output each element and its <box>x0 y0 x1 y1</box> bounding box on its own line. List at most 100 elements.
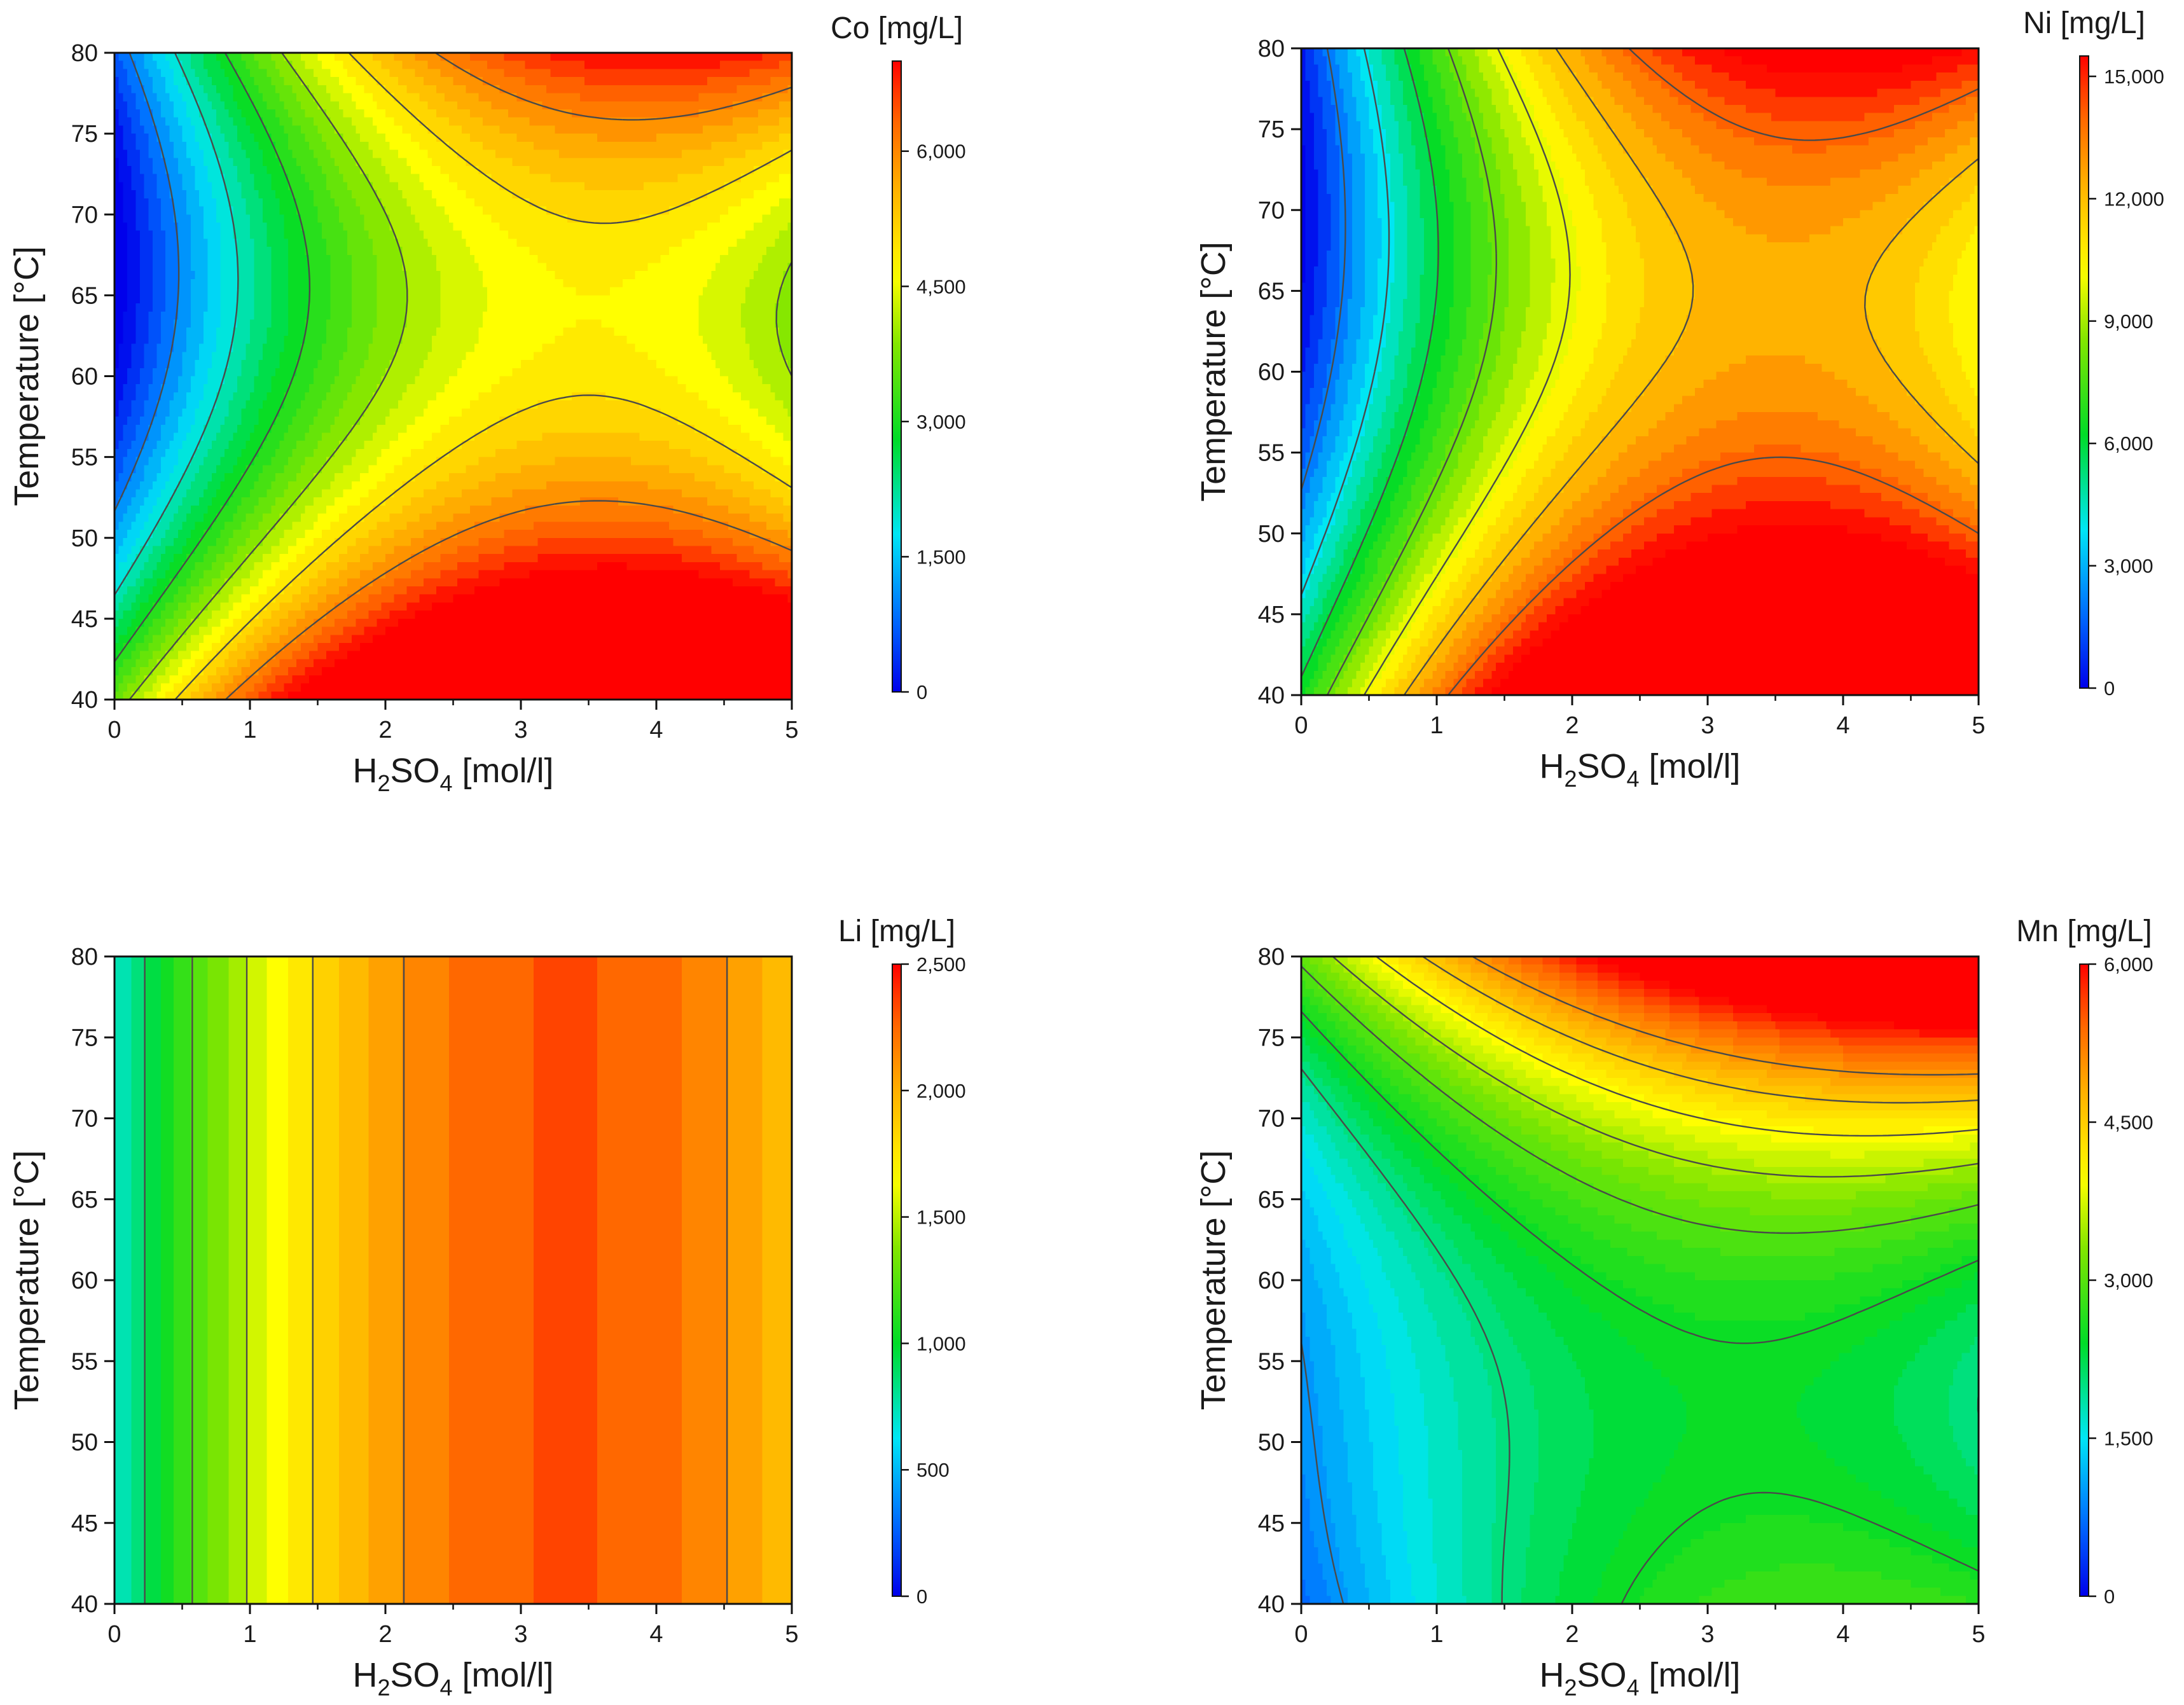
x-tick-label: 3 <box>1701 1621 1714 1648</box>
y-tick-label: 50 <box>71 525 98 552</box>
x-tick-label: 1 <box>243 717 256 743</box>
colorbar-tick-label: 3,000 <box>916 411 966 433</box>
x-tick-label: 0 <box>1294 712 1308 739</box>
contour-line-1000 <box>114 53 180 512</box>
contour-line-10000 <box>1363 48 1571 695</box>
x-axis-label: H2SO4 [mol/l] <box>1539 1656 1740 1701</box>
y-tick-label: 55 <box>71 445 98 471</box>
colorbar-tick-label: 2,000 <box>916 1080 966 1102</box>
contour-lines <box>144 956 728 1604</box>
y-tick-label: 75 <box>71 1025 98 1051</box>
colorbar-scale <box>892 60 902 693</box>
colorbar-tick-label: 4,500 <box>2104 1112 2153 1134</box>
contour-line-2500 <box>1301 1011 1979 1604</box>
y-axis-label: Temperature [°C] <box>1194 1150 1233 1411</box>
x-tick-label: 0 <box>107 717 121 743</box>
contour-line-4000 <box>1301 48 1390 595</box>
y-tick-label: 80 <box>1258 944 1285 970</box>
y-tick-label: 40 <box>71 687 98 714</box>
x-tick-label: 1 <box>1430 1621 1443 1648</box>
x-tick-label: 3 <box>514 717 527 743</box>
y-tick-label: 40 <box>71 1591 98 1618</box>
colorbar-tick-label: 0 <box>916 681 927 703</box>
x-axis-label: H2SO4 [mol/l] <box>1539 747 1740 792</box>
x-tick-label: 5 <box>1972 712 1985 739</box>
y-axis-label: Temperature [°C] <box>8 246 46 506</box>
y-tick-label: 65 <box>1258 278 1285 305</box>
colorbar-tick-label: 4,500 <box>916 275 966 298</box>
y-tick-label: 75 <box>1258 116 1285 143</box>
y-tick-label: 55 <box>1258 440 1285 467</box>
y-tick-label: 80 <box>71 40 98 67</box>
contour-fill <box>114 956 792 1604</box>
colorbar-title: Li [mg/L] <box>838 915 955 948</box>
y-tick-label: 70 <box>1258 197 1285 224</box>
contour-fill <box>1301 48 1979 695</box>
colorbar-tick-label: 2,500 <box>916 953 966 976</box>
contour-line-4000 <box>1376 956 1979 1137</box>
y-tick-label: 80 <box>71 944 98 970</box>
x-tick-label: 5 <box>785 717 798 743</box>
contour-line-3000 <box>1301 965 1979 1234</box>
y-tick-label: 40 <box>1258 682 1285 709</box>
y-tick-label: 65 <box>71 282 98 309</box>
contour-fill <box>114 53 792 700</box>
colorbar: 0 3,000 6,000 9,000 12,000 15,000 Ni [mg/L] <box>2023 6 2164 700</box>
colorbar-tick-label: 15,000 <box>2104 66 2164 88</box>
colorbar-tick-label: 1,500 <box>916 546 966 568</box>
y-axis-label: Temperature [°C] <box>1194 242 1233 502</box>
x-axis-label: H2SO4 [mol/l] <box>352 752 553 796</box>
x-tick-label: 2 <box>378 1621 392 1648</box>
y-tick-label: 70 <box>1258 1106 1285 1133</box>
x-tick-label: 4 <box>649 1621 663 1648</box>
contour-line-14000 <box>1448 48 1979 695</box>
y-tick-label: 75 <box>1258 1025 1285 1051</box>
x-tick-label: 3 <box>1701 712 1714 739</box>
colorbar-tick-label: 6,000 <box>2104 953 2153 976</box>
colorbar: 0 1,500 3,000 4,500 6,000 Co [mg/L] <box>831 11 966 703</box>
y-tick-label: 55 <box>71 1348 98 1375</box>
contour-line-2100 <box>403 956 728 1604</box>
x-tick-label: 4 <box>649 717 663 743</box>
y-tick-label: 45 <box>71 1510 98 1537</box>
colorbar-tick-label: 12,000 <box>2104 188 2164 210</box>
colorbar-tick-label: 6,000 <box>916 141 966 163</box>
colorbar-tick-label: 6,000 <box>2104 432 2153 455</box>
contour-line-3000 <box>114 53 311 663</box>
y-tick-label: 40 <box>1258 1591 1285 1618</box>
contour-lines <box>1301 48 1979 695</box>
x-tick-label: 1 <box>243 1621 256 1648</box>
x-tick-label: 4 <box>1836 1621 1849 1648</box>
colorbar-title: Co [mg/L] <box>831 11 963 45</box>
x-tick-label: 1 <box>1430 712 1443 739</box>
y-tick-label: 65 <box>1258 1187 1285 1213</box>
colorbar: 0 500 1,000 1,500 2,000 2,500 Li [mg/L] <box>838 915 966 1608</box>
x-tick-label: 5 <box>785 1621 798 1648</box>
contour-line-2000 <box>1301 48 1346 490</box>
colorbar-tick-label: 3,000 <box>2104 1269 2153 1292</box>
x-tick-label: 0 <box>107 1621 121 1648</box>
x-tick-label: 2 <box>378 717 392 743</box>
colorbar-tick-label: 1,000 <box>916 1332 966 1355</box>
contour-line-3500 <box>1332 956 1979 1178</box>
colorbar-title: Mn [mg/L] <box>2016 915 2152 948</box>
y-tick-label: 75 <box>71 121 98 148</box>
contour-lines <box>1301 956 1979 1604</box>
colorbar-tick-label: 0 <box>916 1585 927 1608</box>
colorbar-scale <box>892 963 902 1597</box>
y-tick-label: 80 <box>1258 36 1285 62</box>
x-tick-label: 2 <box>1565 712 1579 739</box>
contour-line-4500 <box>1422 956 1979 1104</box>
x-tick-label: 2 <box>1565 1621 1579 1648</box>
colorbar-tick-label: 0 <box>2104 677 2115 700</box>
y-tick-label: 60 <box>1258 1267 1285 1294</box>
contour-fill <box>1301 956 1979 1604</box>
y-tick-label: 50 <box>1258 1430 1285 1456</box>
y-tick-label: 60 <box>71 1267 98 1294</box>
colorbar-tick-label: 9,000 <box>2104 310 2153 333</box>
colorbar-tick-label: 1,500 <box>916 1206 966 1229</box>
